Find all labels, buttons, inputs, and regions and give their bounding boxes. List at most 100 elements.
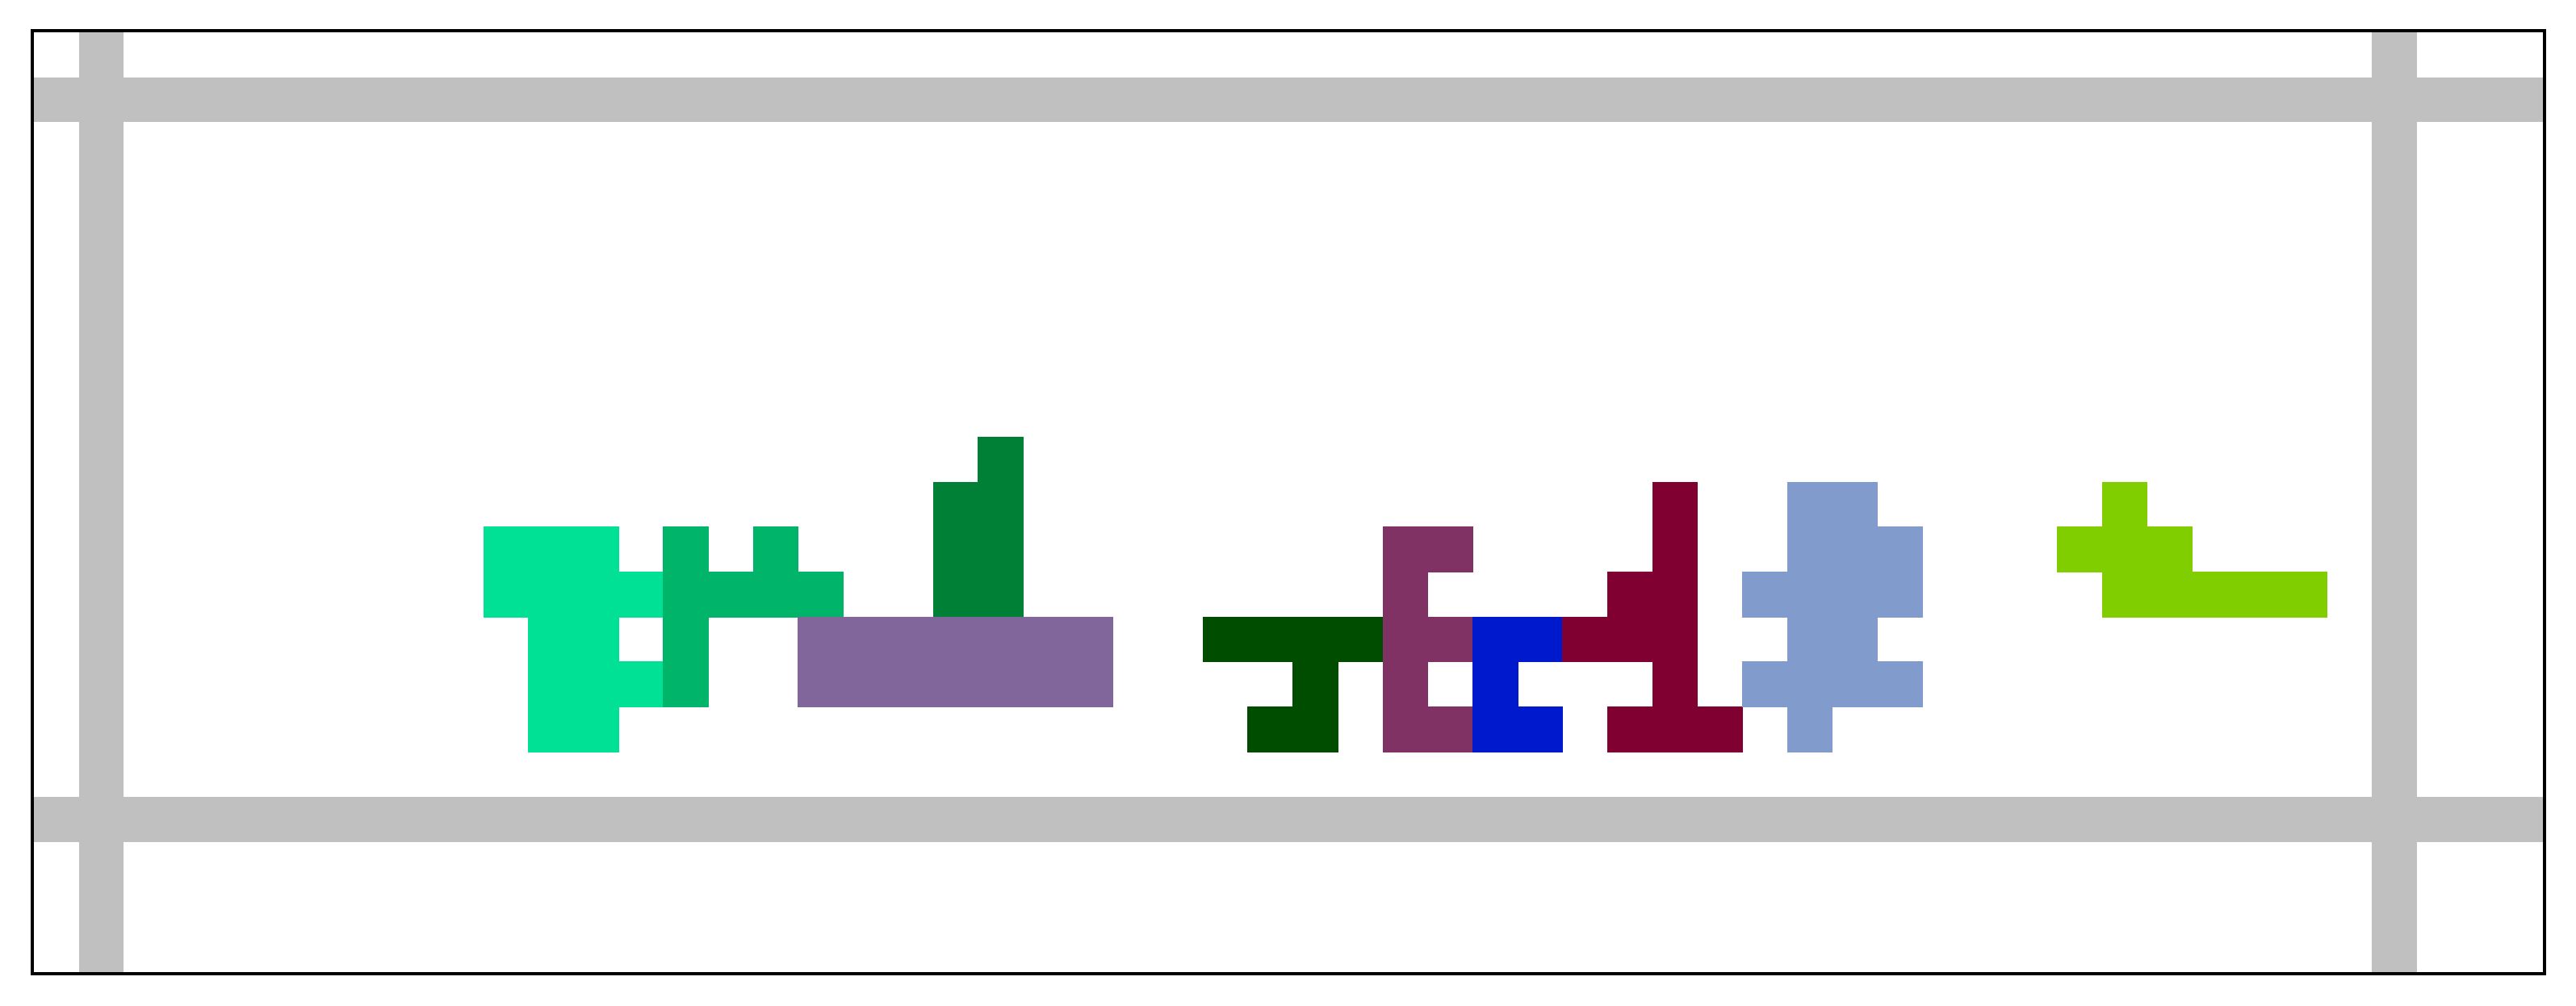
piece-periwinkle-cell — [1832, 616, 1879, 663]
piece-plum-cell — [1427, 616, 1473, 663]
piece-maroon-cell — [1652, 616, 1698, 663]
piece-maroon-cell — [1652, 706, 1698, 752]
piece-jade-cell — [752, 526, 799, 572]
piece-plum-cell — [1427, 526, 1473, 572]
piece-jade-cell — [798, 571, 844, 618]
piece-lavender-cell — [1067, 616, 1114, 663]
piece-forest-green-cell — [932, 571, 979, 618]
piece-lime-cell — [2147, 571, 2193, 618]
piece-blue-cell — [1472, 661, 1518, 707]
piece-lime-cell — [2281, 571, 2328, 618]
piece-lime-cell — [2101, 481, 2148, 528]
puzzle-board — [31, 29, 2546, 975]
piece-periwinkle-cell — [1786, 481, 1833, 528]
piece-lime-cell — [2192, 571, 2238, 618]
piece-jade-cell — [708, 571, 754, 618]
piece-lavender-cell — [1067, 661, 1114, 707]
grid-line-horizontal-1 — [34, 77, 2543, 123]
piece-lime-cell — [2147, 526, 2193, 572]
piece-lavender-cell — [978, 661, 1024, 707]
piece-mint-cell — [572, 526, 619, 572]
piece-blue-cell — [1517, 706, 1564, 752]
piece-lavender-cell — [1022, 616, 1069, 663]
piece-maroon-cell — [1652, 481, 1698, 528]
piece-lavender-cell — [932, 616, 979, 663]
piece-maroon-cell — [1652, 571, 1698, 618]
piece-maroon-cell — [1697, 706, 1744, 752]
piece-blue-cell — [1472, 616, 1518, 663]
piece-lavender-cell — [978, 616, 1024, 663]
piece-blue-cell — [1472, 706, 1518, 752]
piece-periwinkle-cell — [1786, 571, 1833, 618]
piece-dark-green-cell — [1292, 616, 1338, 663]
piece-plum-cell — [1382, 706, 1429, 752]
piece-lime-cell — [2236, 571, 2283, 618]
piece-lime-cell — [2101, 571, 2148, 618]
piece-dark-green-cell — [1292, 661, 1338, 707]
piece-dark-green-cell — [1247, 616, 1294, 663]
piece-lavender-cell — [843, 616, 889, 663]
piece-periwinkle-cell — [1786, 706, 1833, 752]
piece-maroon-cell — [1607, 616, 1653, 663]
piece-lavender-cell — [843, 661, 889, 707]
piece-dark-green-cell — [1247, 706, 1294, 752]
grid-line-horizontal-2 — [34, 796, 2543, 842]
piece-forest-green-cell — [932, 481, 979, 528]
piece-maroon-cell — [1607, 706, 1653, 752]
piece-forest-green-cell — [932, 526, 979, 572]
piece-dark-green-cell — [1202, 616, 1249, 663]
piece-lavender-cell — [798, 661, 844, 707]
piece-lavender-cell — [1022, 661, 1069, 707]
piece-periwinkle-cell — [1832, 526, 1879, 572]
piece-forest-green-cell — [978, 436, 1024, 483]
piece-periwinkle-cell — [1832, 571, 1879, 618]
piece-forest-green-cell — [978, 571, 1024, 618]
piece-mint-cell — [528, 616, 574, 663]
piece-periwinkle-cell — [1877, 661, 1923, 707]
piece-dark-green-cell — [1292, 706, 1338, 752]
piece-maroon-cell — [1562, 616, 1608, 663]
piece-mint-cell — [572, 661, 619, 707]
piece-lavender-cell — [798, 616, 844, 663]
piece-lime-cell — [2101, 526, 2148, 572]
piece-mint-cell — [528, 571, 574, 618]
piece-periwinkle-cell — [1742, 661, 1788, 707]
piece-plum-cell — [1382, 526, 1429, 572]
piece-periwinkle-cell — [1877, 526, 1923, 572]
piece-mint-cell — [572, 706, 619, 752]
piece-lime-cell — [2057, 526, 2103, 572]
piece-blue-cell — [1517, 616, 1564, 663]
piece-lavender-cell — [887, 616, 934, 663]
piece-jade-cell — [663, 616, 709, 663]
piece-maroon-cell — [1652, 526, 1698, 572]
piece-jade-cell — [663, 571, 709, 618]
piece-maroon-cell — [1607, 571, 1653, 618]
piece-periwinkle-cell — [1877, 571, 1923, 618]
piece-lavender-cell — [887, 661, 934, 707]
piece-mint-cell — [483, 526, 530, 572]
piece-plum-cell — [1427, 706, 1473, 752]
piece-jade-cell — [752, 571, 799, 618]
piece-forest-green-cell — [978, 481, 1024, 528]
piece-mint-cell — [528, 661, 574, 707]
piece-mint-cell — [528, 526, 574, 572]
piece-plum-cell — [1382, 571, 1429, 618]
piece-mint-cell — [572, 571, 619, 618]
piece-periwinkle-cell — [1786, 616, 1833, 663]
piece-forest-green-cell — [978, 526, 1024, 572]
piece-periwinkle-cell — [1832, 661, 1879, 707]
piece-mint-cell — [528, 706, 574, 752]
piece-dark-green-cell — [1337, 616, 1384, 663]
piece-mint-cell — [483, 571, 530, 618]
piece-periwinkle-cell — [1786, 526, 1833, 572]
piece-jade-cell — [663, 526, 709, 572]
piece-lavender-cell — [932, 661, 979, 707]
piece-mint-cell — [618, 661, 664, 707]
piece-maroon-cell — [1652, 661, 1698, 707]
piece-periwinkle-cell — [1832, 481, 1879, 528]
piece-mint-cell — [618, 571, 664, 618]
piece-periwinkle-cell — [1742, 571, 1788, 618]
piece-jade-cell — [663, 661, 709, 707]
piece-plum-cell — [1382, 661, 1429, 707]
piece-periwinkle-cell — [1786, 661, 1833, 707]
